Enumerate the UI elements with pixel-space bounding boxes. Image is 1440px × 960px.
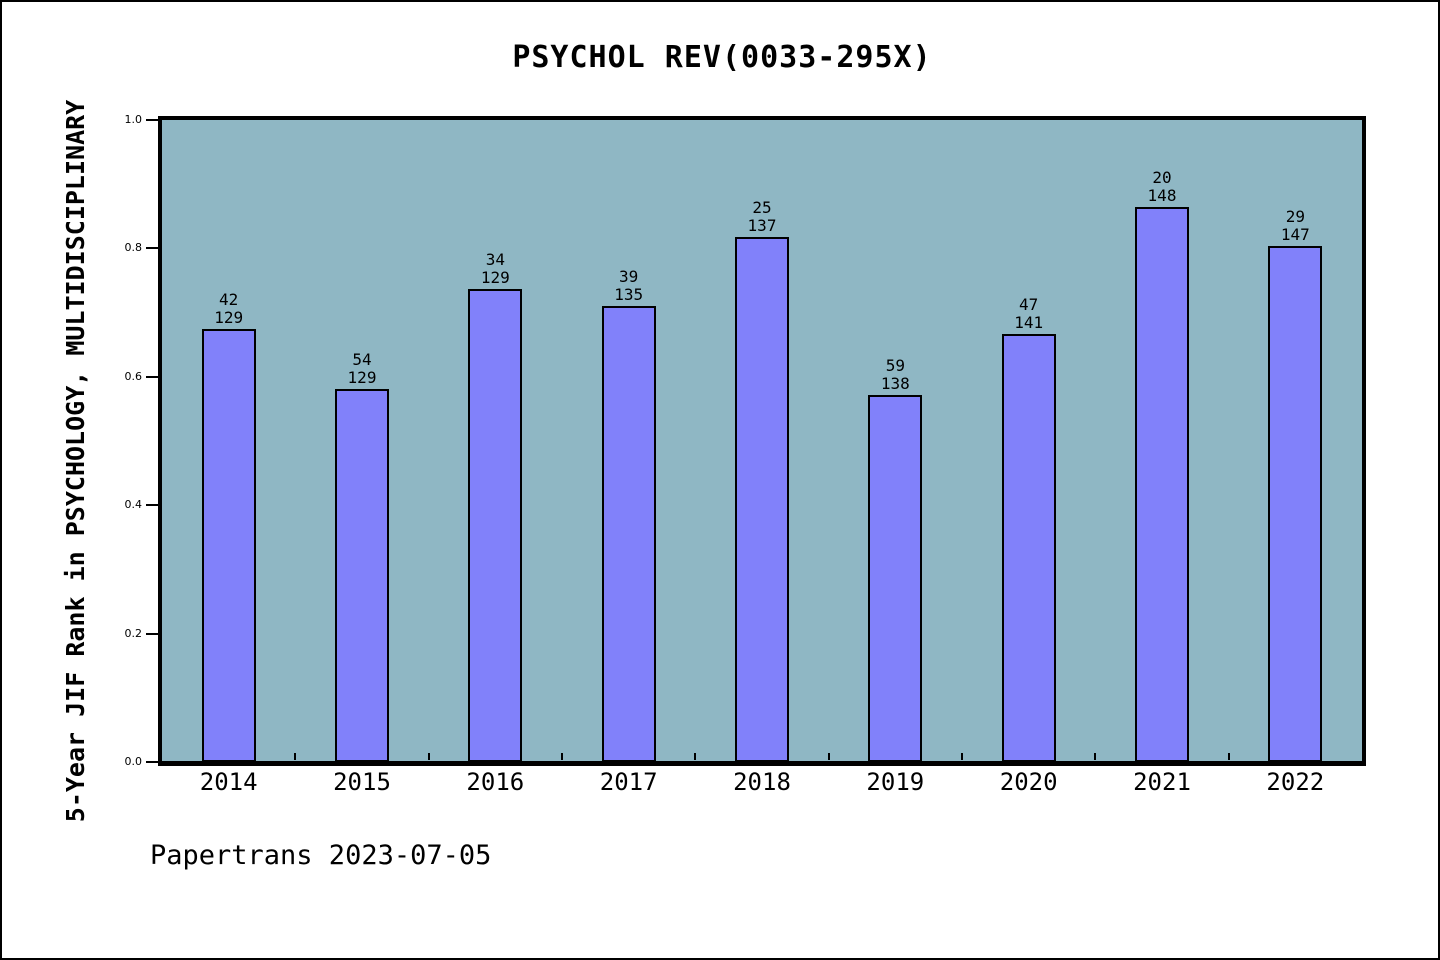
bar-value-label-2019: 59 138 (880, 355, 910, 393)
x-minor-tick (294, 753, 297, 760)
bar-2020 (1001, 333, 1056, 762)
bar-value-label-2022: 29 147 (1280, 207, 1310, 245)
bar-value-label-2015: 54 129 (347, 349, 377, 387)
y-axis-label: 5-Year JIF Rank in PSYCHOLOGY, MULTIDISC… (61, 99, 90, 823)
x-tick-label-2016: 2016 (466, 768, 525, 796)
x-minor-tick (561, 753, 563, 760)
bar-2019 (868, 394, 923, 762)
bar-value-label-2018: 25 137 (747, 197, 777, 235)
y-tick (146, 632, 158, 635)
y-tick (146, 504, 158, 507)
bar-2022 (1268, 246, 1323, 762)
x-tick-label-2020: 2020 (999, 768, 1058, 796)
x-tick-label-2015: 2015 (333, 768, 391, 796)
x-minor-tick (961, 753, 963, 760)
y-tick (146, 761, 158, 763)
chart-title: PSYCHOL REV(0033-295X) (512, 40, 932, 75)
x-minor-tick (1227, 753, 1230, 760)
bar-2015 (335, 388, 389, 762)
y-tick (146, 247, 158, 250)
y-tick (146, 119, 158, 121)
bar-2018 (735, 236, 789, 762)
y-tick (146, 375, 158, 378)
x-tick-label-2022: 2022 (1266, 768, 1325, 796)
bar-value-label-2021: 20 148 (1147, 167, 1177, 205)
x-minor-tick (827, 753, 830, 760)
x-minor-tick (1094, 753, 1097, 760)
y-tick-label: 0.0 (124, 755, 143, 768)
x-tick-label-2014: 2014 (199, 768, 258, 796)
bar-value-label-2020: 47 141 (1014, 294, 1044, 332)
x-tick-label-2017: 2017 (599, 768, 658, 796)
bar-value-label-2017: 39 135 (614, 266, 644, 304)
y-tick-label: 0.4 (124, 498, 143, 512)
bar-2021 (1135, 206, 1189, 762)
x-minor-tick (427, 753, 430, 760)
watermark-text: Papertrans 2023-07-05 (150, 840, 492, 871)
bar-value-label-2014: 42 129 (214, 290, 244, 328)
y-tick-label: 0.2 (124, 626, 143, 640)
x-minor-tick (694, 753, 697, 760)
bar-2014 (201, 329, 256, 762)
bar-2016 (468, 289, 523, 762)
y-tick-label: 0.6 (124, 369, 143, 383)
x-tick-label-2018: 2018 (733, 768, 791, 796)
x-tick-label-2021: 2021 (1133, 768, 1191, 796)
y-tick-label: 1.0 (124, 113, 143, 126)
bar-2017 (601, 305, 656, 762)
y-tick-label: 0.8 (124, 241, 143, 255)
bar-value-label-2016: 34 129 (480, 250, 510, 288)
x-tick-label-2019: 2019 (866, 768, 925, 796)
